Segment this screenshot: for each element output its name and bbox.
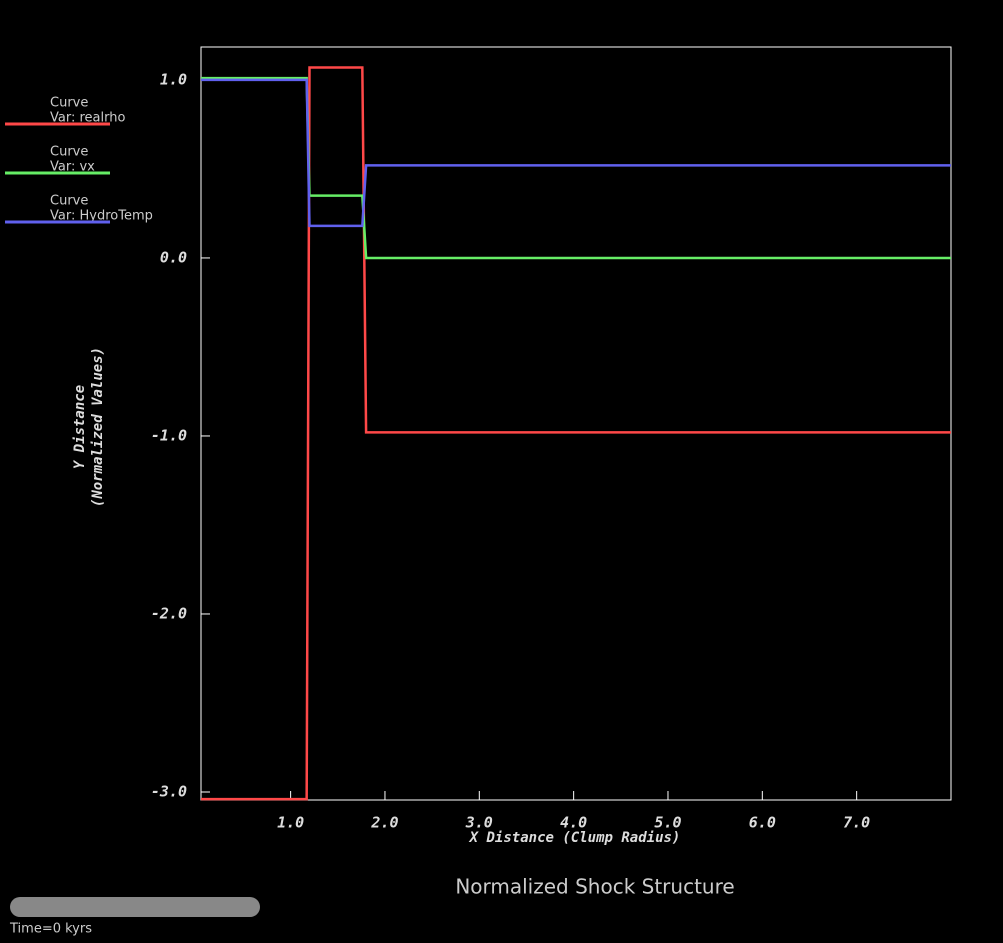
x-tick-label: 1.0: [277, 814, 304, 832]
y-tick-label: 1.0: [160, 70, 187, 88]
legend-title: Curve: [50, 194, 88, 209]
series-line: [201, 66, 951, 801]
x-tick-label: 4.0: [560, 814, 587, 832]
y-tick-label: -3.0: [151, 782, 187, 800]
x-axis-label: X Distance (Clump Radius): [469, 830, 681, 846]
series-line: [201, 76, 951, 260]
legend-label: Var: vx: [50, 160, 95, 175]
plot-frame: [200, 46, 952, 801]
chart-title: Normalized Shock Structure: [455, 875, 734, 899]
x-tick-label: 6.0: [749, 814, 776, 832]
x-tick-label: 5.0: [654, 814, 681, 832]
x-tick-label: 7.0: [843, 814, 870, 832]
time-label: Time=0 kyrs: [9, 922, 92, 937]
legend-label: Var: realrho: [50, 111, 125, 126]
y-axis-label: Y Distance: [72, 385, 88, 469]
legend-label: Var: HydroTemp: [50, 209, 153, 224]
x-tick-label: 3.0: [465, 814, 493, 832]
series-line: [201, 78, 951, 228]
legend-title: Curve: [50, 96, 88, 111]
y-tick-label: -1.0: [151, 426, 187, 444]
time-slider: [10, 897, 260, 917]
y-tick-label: -2.0: [151, 604, 187, 622]
y-tick-label: 0.0: [160, 248, 187, 266]
x-tick-label: 2.0: [370, 814, 398, 832]
legend-title: Curve: [50, 145, 88, 160]
y-axis-label: (Normalized Values): [90, 347, 106, 507]
